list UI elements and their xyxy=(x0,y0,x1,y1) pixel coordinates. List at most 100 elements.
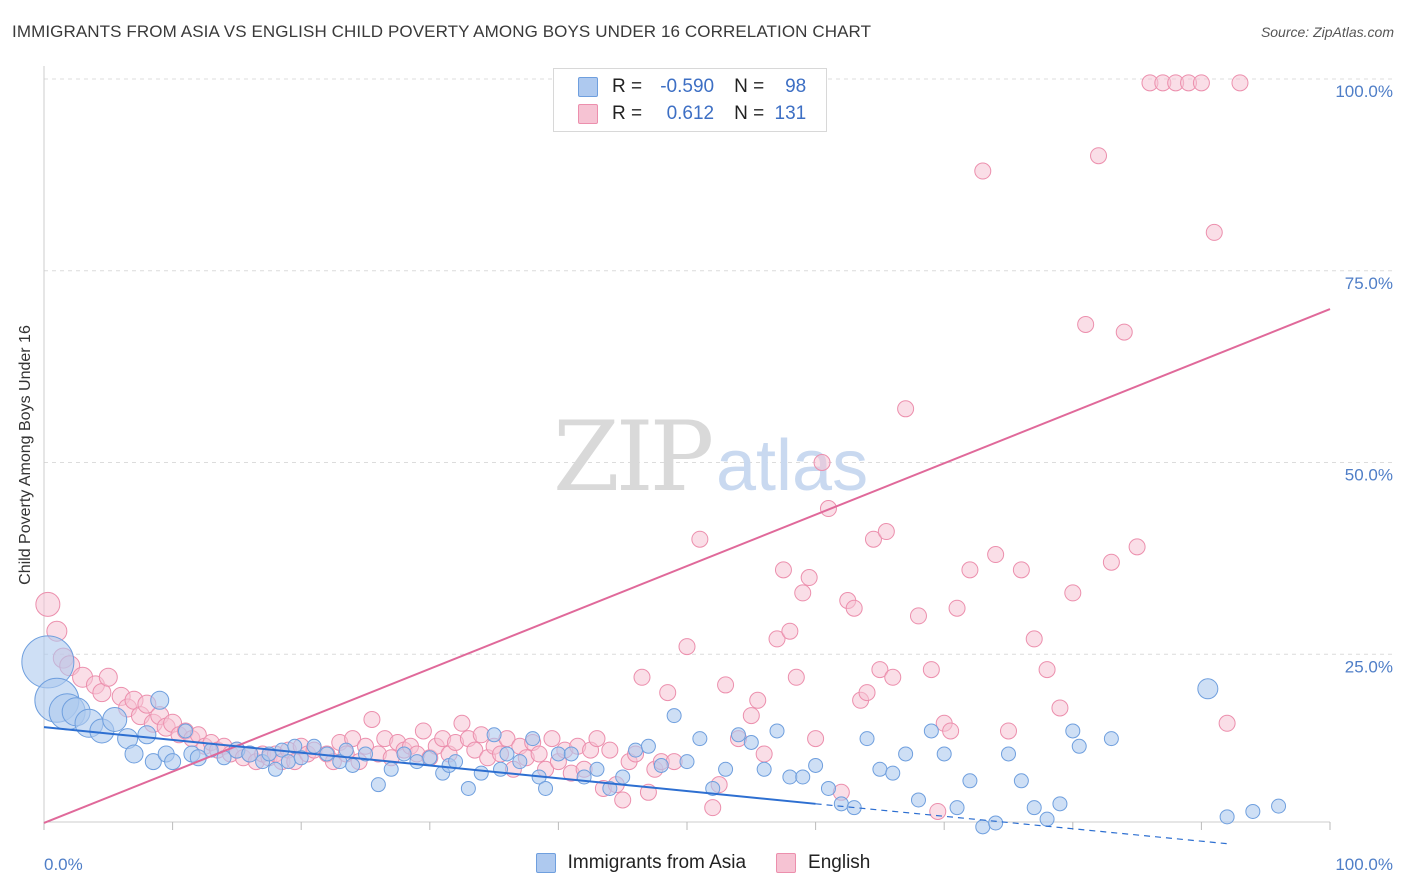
english-point xyxy=(871,661,889,679)
english-point xyxy=(691,530,709,548)
asia-point xyxy=(1001,746,1016,762)
english-point xyxy=(659,684,677,702)
english-point xyxy=(588,730,606,748)
english-point xyxy=(858,684,876,702)
english-point xyxy=(1051,699,1069,717)
y-tick-label: 100.0% xyxy=(1335,82,1393,101)
asia-point xyxy=(1245,803,1261,819)
legend-n-value: 131 xyxy=(774,103,807,124)
legend-n-value: 98 xyxy=(785,76,807,97)
english-point xyxy=(929,802,947,820)
english-trend-line xyxy=(43,308,1331,824)
asia-point xyxy=(293,750,309,766)
english-point xyxy=(961,561,979,579)
asia-point xyxy=(345,757,361,773)
english-point xyxy=(1115,323,1133,341)
asia-point xyxy=(1039,811,1055,827)
tick-labels: 25.0% 50.0% 75.0% 100.0% 0.0% 100.0% xyxy=(44,82,1393,874)
watermark: ZIP atlas xyxy=(553,401,868,513)
asia-point xyxy=(1197,678,1219,700)
asia-point xyxy=(493,761,509,777)
asia-point xyxy=(164,753,182,771)
english-point xyxy=(845,599,863,617)
english-point xyxy=(755,745,773,763)
asia-point xyxy=(743,734,759,750)
x-tick-label: 0.0% xyxy=(44,855,83,874)
asia-point xyxy=(653,757,669,773)
asia-point xyxy=(409,754,425,770)
asia-point xyxy=(1071,738,1087,754)
series-swatch-pink xyxy=(776,853,797,873)
english-point xyxy=(543,730,561,748)
asia-point xyxy=(872,761,888,777)
english-point xyxy=(1090,147,1108,165)
english-point xyxy=(942,722,960,740)
asia-point xyxy=(1065,723,1081,739)
trend-lines xyxy=(43,308,1331,845)
asia-point xyxy=(730,727,746,743)
asia-point xyxy=(370,777,386,793)
asia-point xyxy=(396,746,412,762)
asia-point xyxy=(306,738,322,754)
english-point xyxy=(1025,630,1043,648)
asia-point xyxy=(640,738,656,754)
series-legend-asia[interactable]: Immigrants from Asia xyxy=(535,852,747,874)
legend-r-value: 0.612 xyxy=(666,103,715,124)
asia-point xyxy=(422,750,438,766)
english-point xyxy=(884,668,902,686)
english-point xyxy=(742,707,760,725)
grid xyxy=(44,78,1395,655)
asia-point xyxy=(280,754,296,770)
series-legend: Immigrants from Asia English xyxy=(0,852,1406,874)
legend-r-label: R = xyxy=(612,76,643,97)
english-point xyxy=(363,710,381,728)
english-point xyxy=(794,584,812,602)
asia-point xyxy=(615,769,631,785)
english-point xyxy=(1064,584,1082,602)
correlation-legend: R = -0.590 N = 98 R = 0.612 N = 131 xyxy=(553,68,827,132)
asia-point xyxy=(898,746,914,762)
asia-point xyxy=(859,731,875,747)
asia-point xyxy=(137,725,157,745)
asia-point xyxy=(808,757,824,773)
asia-point xyxy=(1219,809,1235,825)
asia-point xyxy=(692,731,708,747)
asia-point xyxy=(486,727,502,743)
english-point xyxy=(1102,553,1120,571)
english-point xyxy=(1192,74,1210,92)
asia-point xyxy=(628,742,644,758)
y-tick-label: 50.0% xyxy=(1345,466,1393,485)
watermark-atlas: atlas xyxy=(716,426,868,506)
english-point xyxy=(704,799,722,817)
asia-point xyxy=(975,819,991,835)
english-point xyxy=(897,400,915,418)
english-point xyxy=(749,691,767,709)
asia-point xyxy=(988,815,1004,831)
legend-swatch-pink xyxy=(578,104,598,124)
asia-point xyxy=(1026,800,1042,816)
asia-point xyxy=(473,765,489,781)
asia-point xyxy=(795,769,811,785)
series-label-asia: Immigrants from Asia xyxy=(567,852,747,873)
asia-point xyxy=(550,746,566,762)
chart-title: IMMIGRANTS FROM ASIA VS ENGLISH CHILD PO… xyxy=(12,22,872,41)
english-point xyxy=(35,591,61,617)
asia-point xyxy=(460,780,476,796)
asia-point xyxy=(383,761,399,777)
asia-point xyxy=(910,792,926,808)
english-point xyxy=(787,668,805,686)
asia-point xyxy=(769,723,785,739)
english-point xyxy=(678,638,696,656)
asia-trend-line xyxy=(43,726,816,805)
english-point xyxy=(1205,223,1223,241)
asia-point xyxy=(962,773,978,789)
asia-point xyxy=(150,690,170,710)
asia-point xyxy=(756,761,772,777)
english-point xyxy=(1038,661,1056,679)
series-legend-english[interactable]: English xyxy=(776,852,870,874)
asia-point xyxy=(666,708,682,724)
english-point xyxy=(948,599,966,617)
english-point xyxy=(453,714,471,732)
asia-point xyxy=(602,780,618,796)
